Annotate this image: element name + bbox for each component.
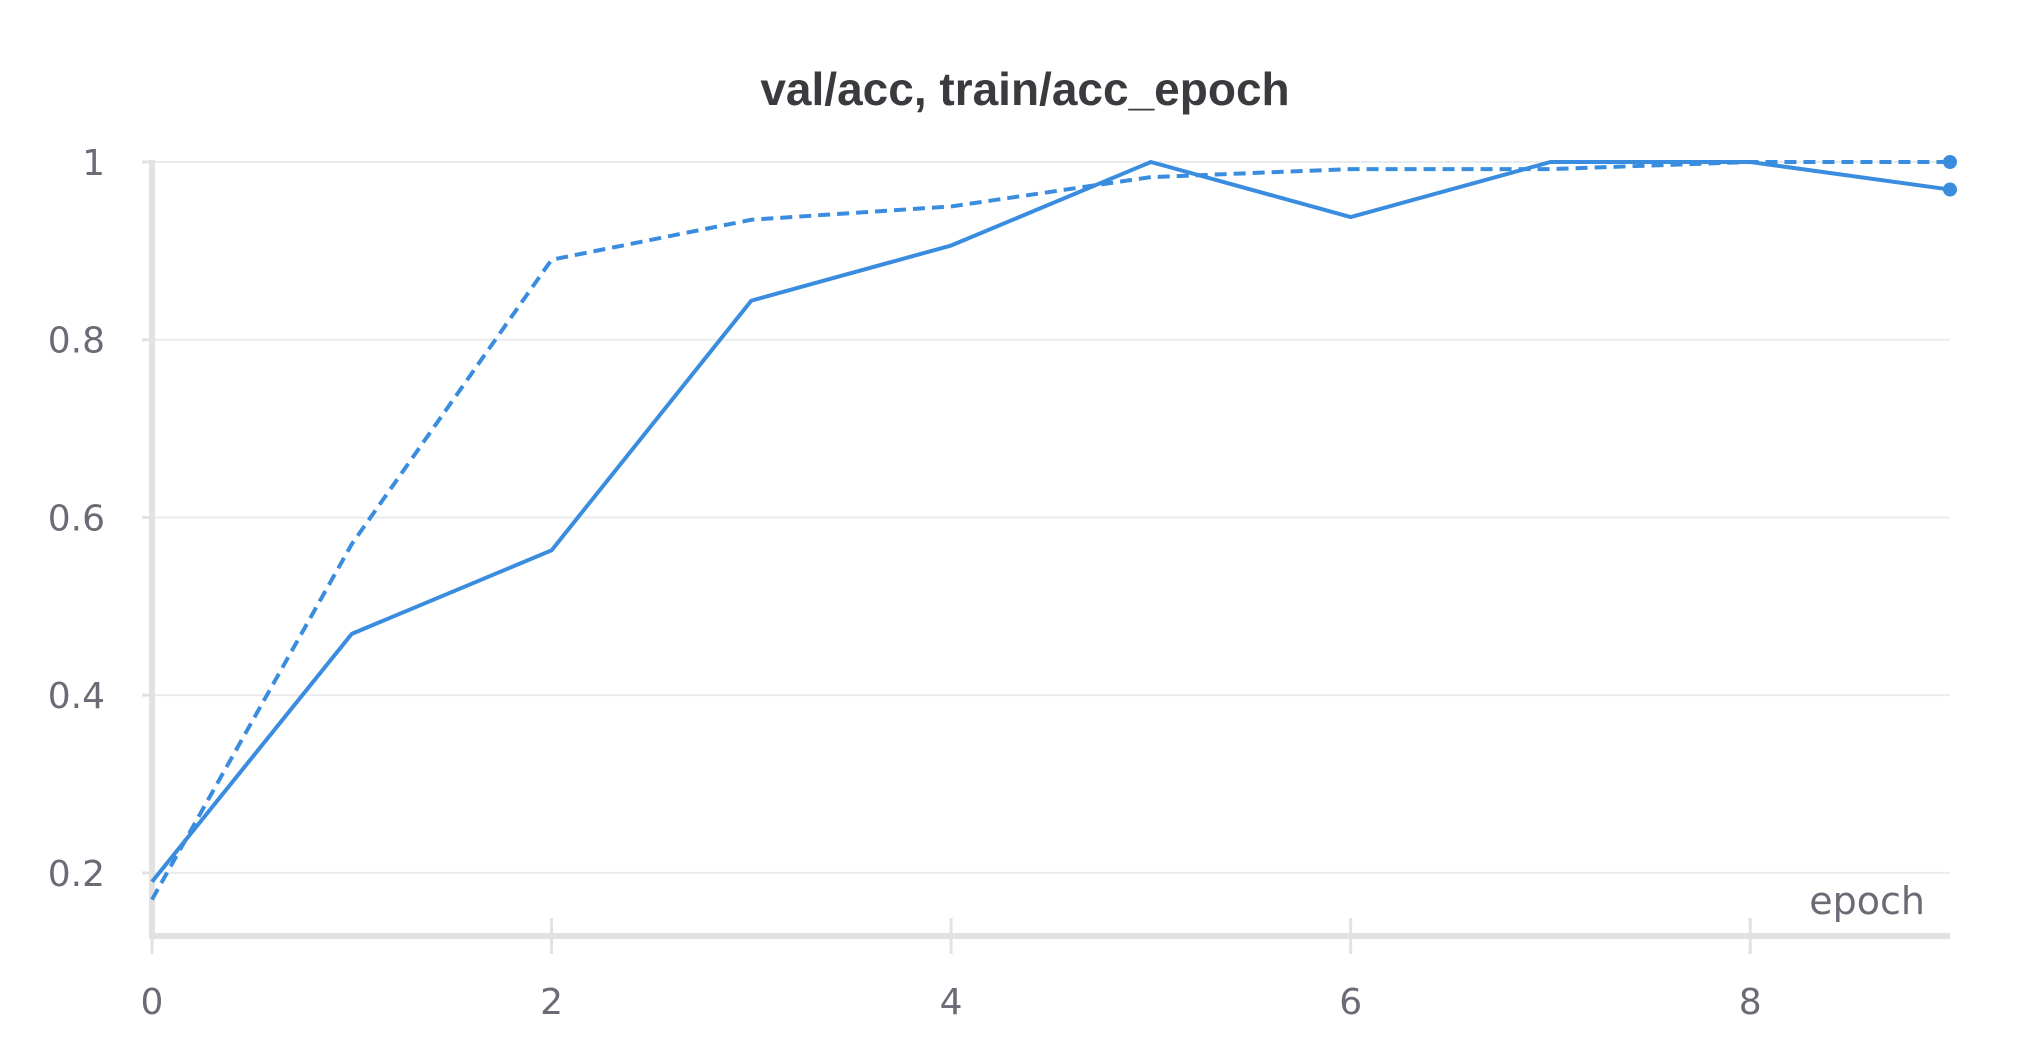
axis-layer — [142, 160, 1950, 954]
y-tick-label: 0.4 — [48, 676, 105, 717]
x-axis-label: epoch — [1809, 879, 1925, 923]
series-layer — [150, 155, 1957, 901]
x-tick-label: 6 — [1339, 982, 1362, 1023]
y-tick-label: 0.8 — [48, 321, 105, 362]
grid-layer — [152, 161, 1950, 874]
series-line-solid — [150, 160, 1951, 884]
series-endpoint-marker — [1943, 182, 1957, 197]
chart-title: val/acc, train/acc_epoch — [760, 63, 1289, 115]
label-layer: 0.2 0.4 0.6 0.8 1 0 2 4 6 8 — [48, 143, 1762, 1023]
x-tick-label: 8 — [1739, 982, 1762, 1023]
y-tick-label: 0.6 — [48, 498, 105, 539]
y-tick-label: 1 — [82, 143, 105, 184]
x-tick-label: 4 — [940, 982, 963, 1023]
x-tick-label: 2 — [540, 982, 563, 1023]
series-endpoint-marker — [1943, 155, 1957, 169]
series-line-dashed — [150, 160, 1950, 901]
y-tick-label: 0.2 — [48, 854, 105, 895]
x-tick-label: 0 — [141, 982, 164, 1023]
